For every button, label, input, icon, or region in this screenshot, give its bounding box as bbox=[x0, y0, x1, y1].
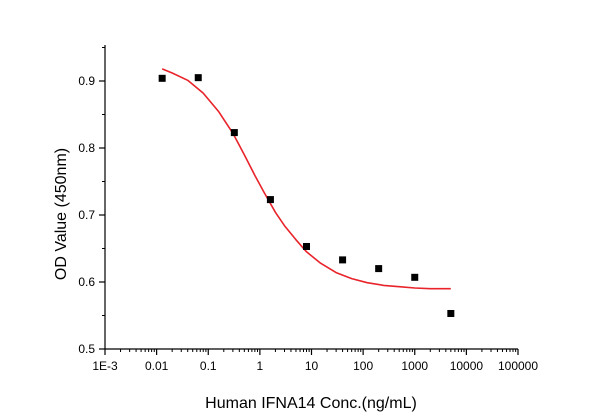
y-tick-label: 0.7 bbox=[78, 208, 95, 222]
data-point bbox=[339, 256, 347, 264]
data-point bbox=[194, 74, 202, 82]
data-points-layer bbox=[158, 74, 455, 317]
x-tick-label: 100000 bbox=[498, 359, 538, 373]
x-tick-label: 1 bbox=[257, 359, 264, 373]
data-point bbox=[302, 242, 310, 250]
x-tick-label: 0.01 bbox=[145, 359, 169, 373]
y-tick-label: 0.5 bbox=[78, 342, 95, 356]
x-axis-title: Human IFNA14 Conc.(ng/mL) bbox=[205, 395, 417, 412]
data-point bbox=[158, 74, 166, 82]
x-tick-label: 10000 bbox=[450, 359, 484, 373]
x-tick-label: 10 bbox=[305, 359, 319, 373]
x-tick-label: 0.1 bbox=[200, 359, 217, 373]
x-tick-label: 1000 bbox=[401, 359, 428, 373]
x-tick-label: 100 bbox=[353, 359, 373, 373]
data-point bbox=[230, 129, 238, 137]
data-point bbox=[375, 265, 383, 273]
ticks-layer: 0.5 0.6 0.7 0.8 0.9 1E-3 0.01 0.1 1 10 100 1000 1000… bbox=[78, 47, 538, 373]
data-point bbox=[447, 309, 455, 317]
y-tick-label: 0.9 bbox=[78, 74, 95, 88]
y-tick-label: 0.6 bbox=[78, 275, 95, 289]
fit-curve-layer bbox=[161, 68, 451, 290]
data-point bbox=[266, 196, 274, 204]
axes-layer bbox=[104, 45, 518, 350]
y-tick-label: 0.8 bbox=[78, 141, 95, 155]
fit-curve-line bbox=[161, 68, 451, 290]
data-point bbox=[411, 273, 419, 281]
x-tick-label: 1E-3 bbox=[92, 359, 118, 373]
y-axis-title: OD Value (450nm) bbox=[53, 148, 70, 280]
